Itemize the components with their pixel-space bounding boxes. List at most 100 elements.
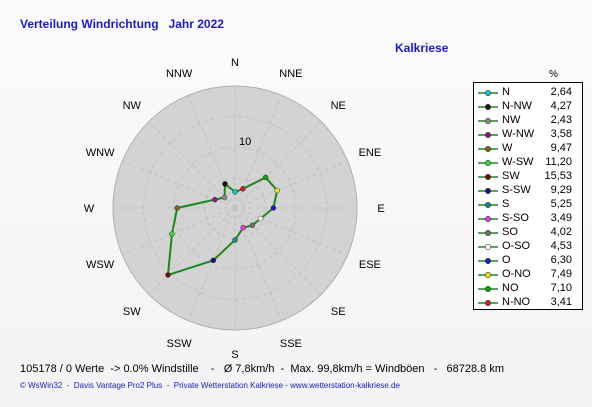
legend-item: W 9,47 <box>474 142 580 156</box>
legend-label: S <box>502 198 510 210</box>
legend-value: 3,58 <box>550 128 572 140</box>
data-point-ssw <box>210 257 217 264</box>
legend-unit: % <box>549 69 558 80</box>
legend-item: NW 2,43 <box>474 114 580 128</box>
legend-marker <box>478 159 498 167</box>
data-point-e <box>270 205 277 211</box>
direction-label-ssw: SSW <box>167 338 193 350</box>
data-point-n <box>232 189 238 195</box>
data-point-nnw <box>222 181 228 187</box>
legend-marker <box>478 89 498 97</box>
legend-label: N-NW <box>502 100 532 112</box>
direction-label-w: W <box>84 203 95 215</box>
direction-label-wsw: WSW <box>86 259 115 271</box>
spoke-ese <box>234 207 348 256</box>
direction-label-sse: SSE <box>280 338 302 350</box>
legend-value: 3,41 <box>550 296 572 308</box>
spoke-sw <box>148 207 236 295</box>
data-point-ese <box>257 215 264 222</box>
direction-label-ene: ENE <box>359 147 382 159</box>
legend-item: SO 4,02 <box>474 226 580 240</box>
spoke-nw <box>148 121 236 209</box>
legend-item: S 5,25 <box>474 198 580 212</box>
legend-item: S-SO 3,49 <box>474 212 580 226</box>
direction-label-e: E <box>377 203 384 215</box>
legend-label: W-SW <box>502 156 534 168</box>
legend-label: SW <box>502 170 520 182</box>
data-point-s <box>232 237 238 243</box>
legend-marker <box>478 285 498 293</box>
spoke-ene <box>234 160 348 209</box>
legend-value: 9,47 <box>550 142 572 154</box>
legend-marker <box>478 271 498 279</box>
chart-title: Verteilung Windrichtung Jahr 2022 <box>20 17 224 31</box>
legend-label: N <box>502 86 510 98</box>
legend-value: 4,02 <box>550 226 572 238</box>
legend-label: O <box>502 254 511 266</box>
direction-label-nnw: NNW <box>166 68 193 80</box>
legend-label: N-NO <box>502 296 531 308</box>
legend: % N 2,64 N-NW 4,27 NW 2,43 W-NW 3,58 W 9,47 W-SW 11… <box>473 69 583 310</box>
legend-marker <box>478 117 498 125</box>
direction-label-s: S <box>231 349 238 361</box>
legend-marker <box>478 201 498 209</box>
data-point-wsw <box>169 231 175 237</box>
legend-value: 6,30 <box>550 254 572 266</box>
direction-label-nne: NNE <box>279 68 302 80</box>
footer-stats: 105178 / 0 Werte -> 0.0% Windstille - Ø … <box>20 363 505 375</box>
footer-credit: © WsWin32 - Davis Vantage Pro2 Plus - Pr… <box>20 381 400 390</box>
legend-label: NW <box>502 114 521 126</box>
data-point-nne <box>240 186 246 192</box>
data-point-nw <box>221 194 228 201</box>
legend-item: N 2,64 <box>474 86 580 100</box>
data-point-ne <box>262 174 269 181</box>
spoke-wnw <box>122 160 236 209</box>
legend-value: 4,27 <box>550 100 572 112</box>
direction-label-n: N <box>231 57 239 69</box>
station-name: Kalkriese <box>395 41 449 55</box>
legend-item: S-SW 9,29 <box>474 184 580 198</box>
direction-label-ne: NE <box>331 100 346 112</box>
legend-item: NO 7,10 <box>474 282 580 296</box>
scale-label: 10 <box>239 136 251 148</box>
legend-marker <box>478 299 498 307</box>
direction-label-nw: NW <box>123 100 142 112</box>
legend-marker <box>478 187 498 195</box>
legend-label: W <box>502 142 513 154</box>
legend-marker <box>478 215 498 223</box>
legend-marker <box>478 145 498 153</box>
legend-item: N-NO 3,41 <box>474 296 580 310</box>
legend-value: 7,10 <box>550 282 572 294</box>
legend-marker <box>478 257 498 265</box>
spoke-sse <box>234 207 283 321</box>
direction-label-ese: ESE <box>359 259 381 271</box>
legend-marker <box>478 229 498 237</box>
legend-item: SW 15,53 <box>474 170 580 184</box>
legend-item: W-NW 3,58 <box>474 128 580 142</box>
legend-item: O-SO 4,53 <box>474 240 580 254</box>
data-point-se <box>249 222 256 229</box>
spoke-ssw <box>187 207 236 321</box>
legend-marker <box>478 131 498 139</box>
legend-value: 3,49 <box>550 212 572 224</box>
legend-value: 11,20 <box>545 156 572 168</box>
legend-value: 2,64 <box>550 86 572 98</box>
direction-label-sw: SW <box>123 306 141 318</box>
data-point-wnw <box>212 196 218 203</box>
legend-item: O-NO 7,49 <box>474 268 580 282</box>
spoke-ne <box>234 121 322 209</box>
legend-label: NO <box>502 282 519 294</box>
legend-value: 5,25 <box>550 198 572 210</box>
data-point-sse <box>240 224 246 231</box>
legend-label: SO <box>502 226 518 238</box>
direction-label-wnw: WNW <box>86 147 115 159</box>
legend-value: 4,53 <box>550 240 572 252</box>
legend-item: N-NW 4,27 <box>474 100 580 114</box>
data-point-sw <box>165 272 171 278</box>
legend-value: 15,53 <box>544 170 572 182</box>
legend-label: W-NW <box>502 128 535 140</box>
legend-label: S-SO <box>502 212 529 224</box>
data-point-ene <box>274 187 280 194</box>
